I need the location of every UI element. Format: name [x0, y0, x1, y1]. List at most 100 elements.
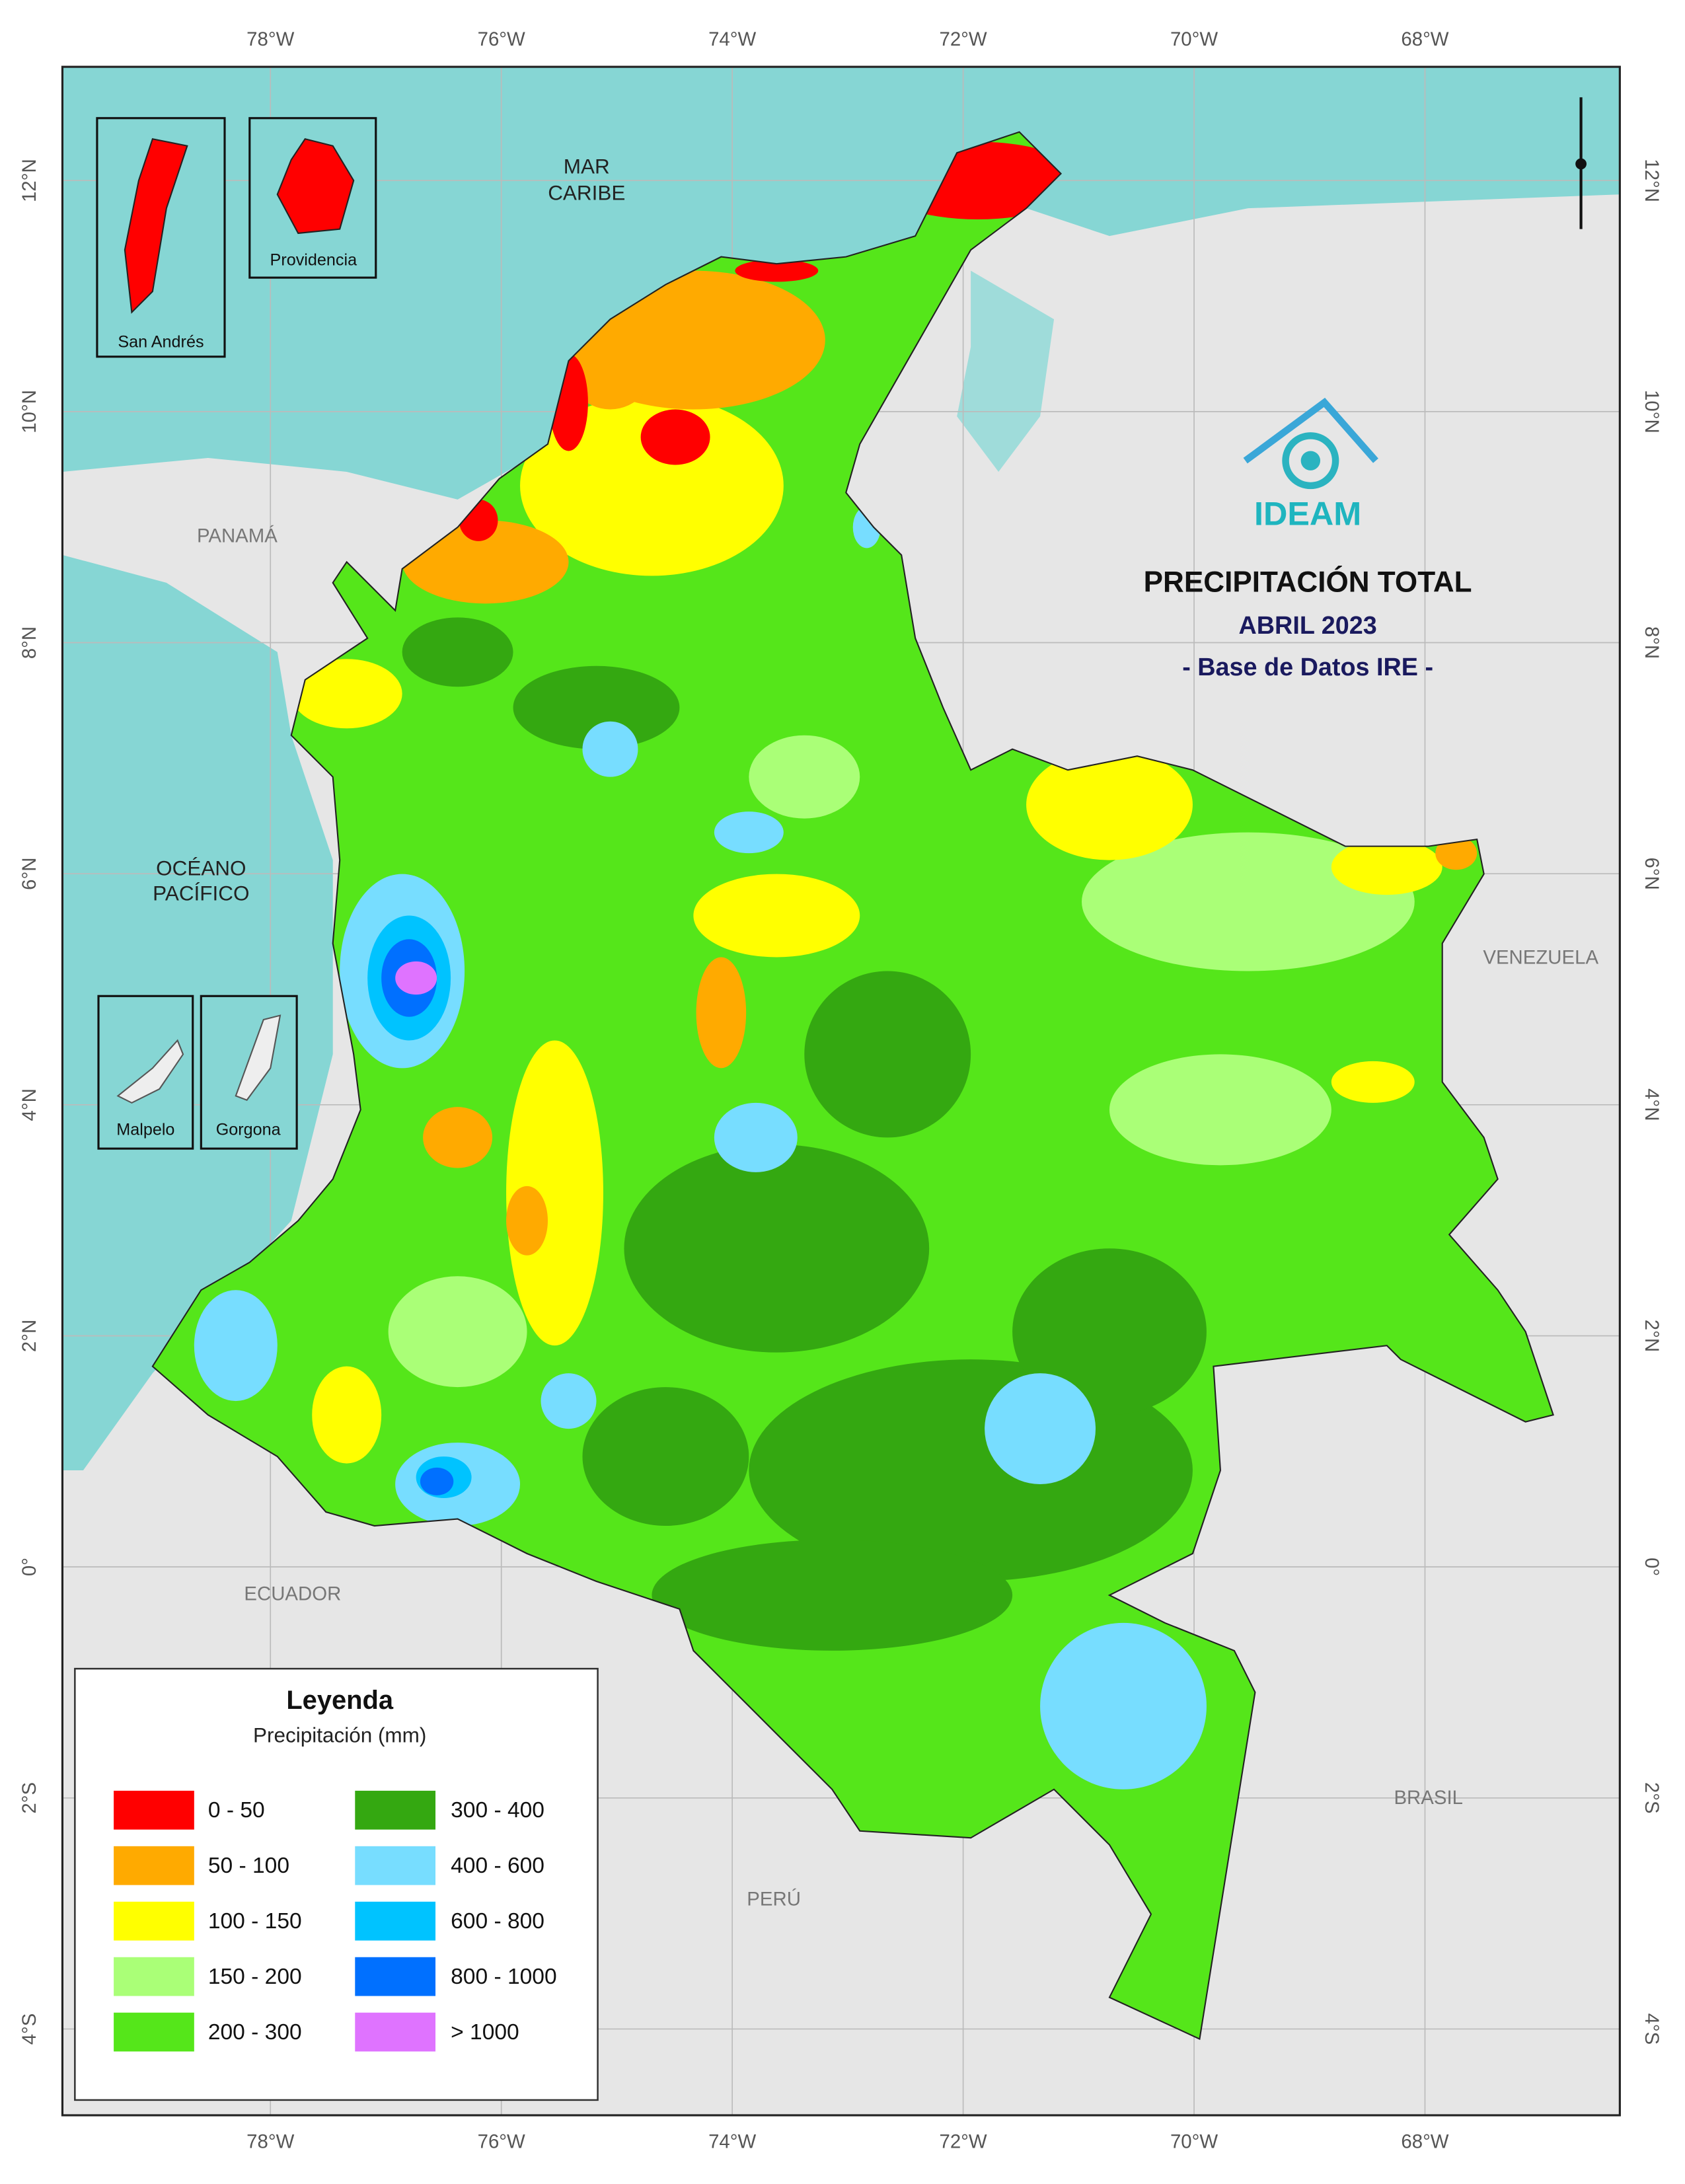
lon-label: 78°W — [246, 2131, 294, 2153]
lon-label: 68°W — [1401, 2131, 1448, 2153]
precip-zone — [506, 1186, 548, 1256]
legend-swatch — [355, 1901, 436, 1941]
legend-swatch — [114, 1790, 194, 1830]
precip-zone — [388, 1276, 527, 1388]
lon-label: 74°W — [708, 2131, 756, 2153]
precip-zone — [714, 1102, 798, 1172]
legend-subtitle: Precipitación (mm) — [253, 1723, 426, 1747]
lat-label: 10°N — [1641, 390, 1663, 433]
lat-label: 0° — [1641, 1558, 1663, 1576]
precip-zone — [749, 735, 860, 819]
precip-zone — [696, 957, 747, 1069]
inset-label: Gorgona — [216, 1121, 281, 1139]
lat-label: 2°S — [19, 1782, 40, 1814]
pacific-ocean — [62, 554, 333, 1471]
lat-label: 2°N — [19, 1320, 40, 1352]
lake — [957, 270, 1055, 472]
precip-zone — [1109, 1054, 1331, 1166]
lat-label: 0° — [19, 1558, 40, 1576]
precip-zone — [420, 1467, 454, 1495]
legend-swatch — [355, 1846, 436, 1885]
place-label: MAR — [564, 155, 610, 178]
lat-label: 6°N — [19, 858, 40, 890]
lat-label: 12°N — [19, 159, 40, 202]
precip-zone — [582, 1387, 749, 1526]
lon-label: 76°W — [478, 2131, 525, 2153]
precip-zone — [1040, 1622, 1207, 1789]
precip-zone — [513, 665, 680, 749]
precip-zone — [395, 961, 437, 995]
legend-label: 300 - 400 — [451, 1798, 544, 1823]
precip-zone — [506, 1040, 603, 1346]
precip-zone — [520, 395, 784, 576]
precip-zone — [985, 1373, 1096, 1485]
precip-zone — [582, 721, 638, 777]
lat-label: 8°N — [19, 626, 40, 659]
precip-zones — [194, 141, 1478, 1789]
island — [124, 138, 188, 314]
labels: 78°W 78°W 76°W 76°W 74°W 74°W 72°W 72°W 70°W 70°W… — [19, 28, 1663, 2153]
legend-label: 150 - 200 — [208, 1965, 302, 1989]
lat-label: 8°N — [1641, 626, 1663, 659]
precip-zone — [291, 659, 402, 729]
north-arrow — [1575, 97, 1587, 229]
island — [276, 138, 355, 235]
precip-zone — [1435, 836, 1478, 870]
colombia — [151, 131, 1554, 2040]
precip-zone — [714, 811, 784, 854]
legend-label: > 1000 — [451, 2020, 519, 2045]
precip-zone — [735, 259, 819, 282]
precip-zone — [423, 1107, 493, 1168]
lat-label: 6°N — [1641, 858, 1663, 890]
inset-label: Malpelo — [116, 1121, 174, 1139]
map-title: PRECIPITACIÓN TOTAL — [1144, 566, 1472, 599]
lat-label: 2°N — [1641, 1320, 1663, 1352]
legend-swatch — [114, 1846, 194, 1885]
lat-label: 4°S — [1641, 2014, 1663, 2045]
precip-zone — [1331, 839, 1442, 895]
legend-label: 600 - 800 — [451, 1909, 544, 1934]
precip-zone — [693, 874, 860, 958]
precip-zone — [194, 1290, 278, 1402]
place-label: PACÍFICO — [153, 882, 249, 905]
precip-zone — [804, 971, 971, 1138]
map-subtitle: ABRIL 2023 — [1239, 612, 1377, 640]
island — [235, 1014, 281, 1101]
precip-zone — [652, 1540, 1013, 1651]
legend-swatch — [114, 2012, 194, 2052]
place-label: PANAMÁ — [197, 525, 278, 546]
island — [116, 1039, 184, 1104]
precip-zone — [1026, 749, 1193, 860]
precip-zone — [640, 409, 710, 465]
legend-swatch — [114, 1957, 194, 1996]
precip-zone — [541, 1373, 597, 1429]
lon-label: 74°W — [708, 28, 756, 50]
lat-label: 12°N — [1641, 159, 1663, 202]
precip-zone — [1012, 1248, 1207, 1415]
logo-text: IDEAM — [1254, 494, 1361, 532]
lon-label: 68°W — [1401, 28, 1448, 50]
precip-zone — [312, 1366, 382, 1464]
place-label: OCÉANO — [156, 857, 246, 880]
precip-zone — [402, 520, 569, 604]
place-label: CARIBE — [548, 182, 625, 205]
inset-label: Providencia — [270, 251, 357, 270]
lon-label: 72°W — [940, 2131, 987, 2153]
lat-label: 4°N — [19, 1088, 40, 1121]
lon-label: 78°W — [246, 28, 294, 50]
legend-title: Leyenda — [286, 1686, 394, 1715]
lon-label: 70°W — [1170, 28, 1218, 50]
legend: Leyenda Precipitación (mm) 0 - 50 50 - 100 1… — [74, 1667, 599, 2101]
inset-label: San Andrés — [118, 332, 204, 351]
precip-zone — [1331, 1061, 1415, 1103]
legend-swatch — [114, 1901, 194, 1941]
legend-label: 100 - 150 — [208, 1909, 302, 1934]
lon-label: 76°W — [478, 28, 525, 50]
legend-label: 800 - 1000 — [451, 1965, 557, 1989]
map-source: - Base de Datos IRE - — [1182, 654, 1433, 681]
place-label: BRASIL — [1394, 1787, 1463, 1809]
legend-label: 0 - 50 — [208, 1798, 265, 1823]
logo — [1243, 397, 1378, 490]
place-label: VENEZUELA — [1483, 946, 1598, 968]
